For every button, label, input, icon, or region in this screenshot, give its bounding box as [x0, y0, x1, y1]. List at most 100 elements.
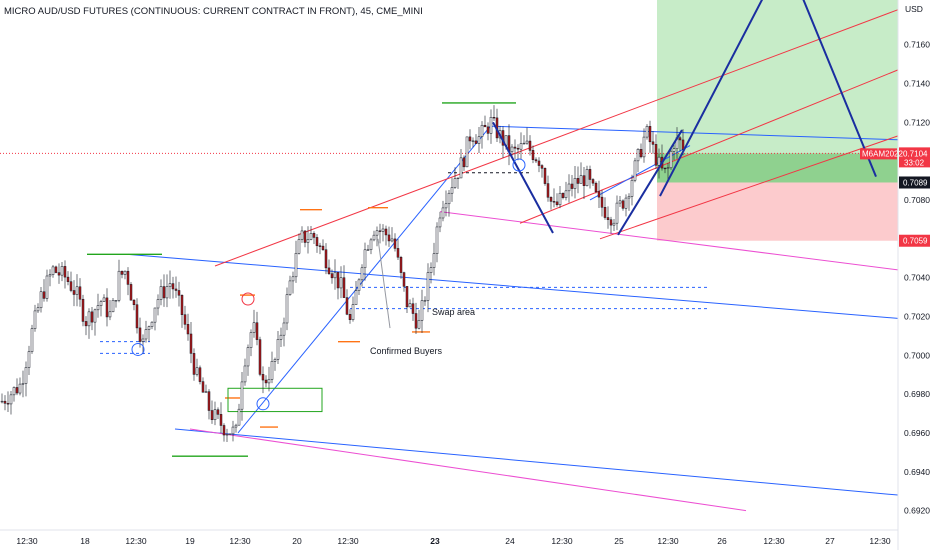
- candle-up: [363, 249, 367, 269]
- navy-leg-up: [617, 129, 683, 236]
- candle-down: [414, 313, 418, 329]
- y-axis-currency: USD: [905, 4, 923, 14]
- candle-up: [420, 300, 424, 321]
- blue-channel-line-upper: [127, 253, 899, 319]
- candle-up: [510, 146, 514, 153]
- candles-group: [0, 105, 685, 442]
- candle-down: [594, 182, 598, 193]
- symbol-tag-bg: [860, 148, 897, 160]
- candle-up: [579, 175, 583, 184]
- candle-down: [534, 159, 538, 162]
- candle-up: [75, 286, 79, 295]
- candle-up: [351, 304, 355, 320]
- candle-up: [240, 381, 244, 410]
- x-tick-label: 27: [825, 536, 835, 546]
- candle-up: [666, 167, 670, 169]
- blue-channel-line-lower: [174, 428, 899, 496]
- candle-up: [249, 332, 253, 348]
- candle-down: [6, 403, 10, 405]
- candle-down: [405, 286, 409, 308]
- candle-up: [213, 409, 217, 420]
- candle-up: [30, 328, 34, 352]
- candle-down: [138, 327, 142, 342]
- candle-up: [306, 239, 310, 243]
- candle-down: [402, 272, 406, 287]
- candle-down: [468, 136, 472, 142]
- candle-down: [261, 374, 265, 381]
- red-channel-line-upper: [214, 9, 899, 267]
- candle-down: [264, 379, 268, 384]
- candle-up: [354, 290, 358, 305]
- candle-up: [636, 148, 640, 162]
- candle-down: [207, 391, 211, 411]
- candle-down: [162, 286, 166, 299]
- last-price-tag-bg: [899, 147, 930, 168]
- candle-up: [291, 276, 295, 282]
- candle-up: [144, 329, 148, 340]
- candle-down: [396, 248, 400, 258]
- candle-down: [561, 192, 565, 198]
- candle-down: [57, 272, 61, 276]
- candle-up: [489, 117, 493, 134]
- y-tick-label: 0.7000: [904, 350, 930, 360]
- candle-up: [51, 266, 55, 275]
- candle-down: [192, 353, 196, 375]
- candle-up: [435, 226, 439, 254]
- candle-down: [462, 157, 466, 168]
- stop-loss-zone: [657, 182, 898, 241]
- candle-up: [18, 383, 22, 394]
- candle-down: [81, 298, 85, 322]
- candle-up: [0, 400, 4, 403]
- candle-up: [657, 156, 661, 166]
- candle-down: [186, 324, 190, 335]
- blue-circle-low: [256, 397, 270, 411]
- candle-up: [228, 433, 232, 435]
- candle-down: [411, 303, 415, 314]
- candle-down: [105, 297, 109, 318]
- candle-down: [531, 150, 535, 160]
- candle-up: [522, 142, 526, 145]
- candle-up: [417, 320, 421, 329]
- candle-up: [573, 178, 577, 189]
- take-profit-level-tag-text: 0.7089: [903, 178, 928, 187]
- candle-down: [609, 219, 613, 226]
- candle-up: [288, 280, 292, 295]
- candle-up: [471, 140, 475, 142]
- candle-down: [312, 233, 316, 238]
- y-tick-label: 0.7120: [904, 117, 930, 127]
- candle-up: [372, 234, 376, 241]
- candle-down: [135, 304, 139, 329]
- candle-up: [357, 279, 361, 291]
- candle-up: [60, 266, 64, 276]
- candle-up: [672, 148, 676, 152]
- take-profit-level-tag-bg: [899, 176, 930, 189]
- candle-down: [336, 272, 340, 289]
- candle-down: [198, 367, 202, 382]
- candle-up: [285, 294, 289, 324]
- y-tick-label: 0.7040: [904, 273, 930, 283]
- candle-down: [126, 270, 130, 285]
- candle-up: [246, 347, 250, 367]
- blue-short-line: [589, 145, 691, 201]
- candle-down: [258, 339, 262, 375]
- grey-diagonal-line: [377, 238, 391, 329]
- candle-up: [612, 222, 616, 226]
- candle-down: [591, 179, 595, 184]
- candle-up: [24, 367, 28, 384]
- candle-down: [63, 266, 67, 278]
- candle-down: [549, 197, 553, 202]
- candle-down: [603, 207, 607, 218]
- candle-up: [339, 277, 343, 289]
- candle-up: [93, 309, 97, 323]
- y-tick-label: 0.7140: [904, 78, 930, 88]
- x-tick-label: 19: [185, 536, 195, 546]
- candle-down: [3, 400, 7, 404]
- candle-down: [552, 201, 556, 203]
- candle-down: [201, 381, 205, 393]
- candle-down: [537, 160, 541, 166]
- candle-up: [12, 387, 16, 396]
- candle-down: [576, 178, 580, 184]
- candle-up: [267, 379, 271, 384]
